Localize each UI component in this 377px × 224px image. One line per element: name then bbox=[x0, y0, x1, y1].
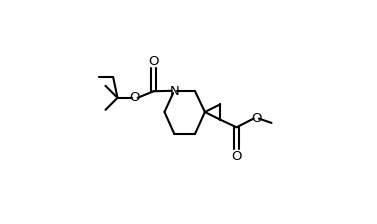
Text: N: N bbox=[169, 85, 179, 98]
Text: O: O bbox=[251, 112, 262, 125]
Text: O: O bbox=[148, 55, 159, 68]
Text: O: O bbox=[231, 150, 242, 163]
Text: O: O bbox=[130, 91, 140, 104]
